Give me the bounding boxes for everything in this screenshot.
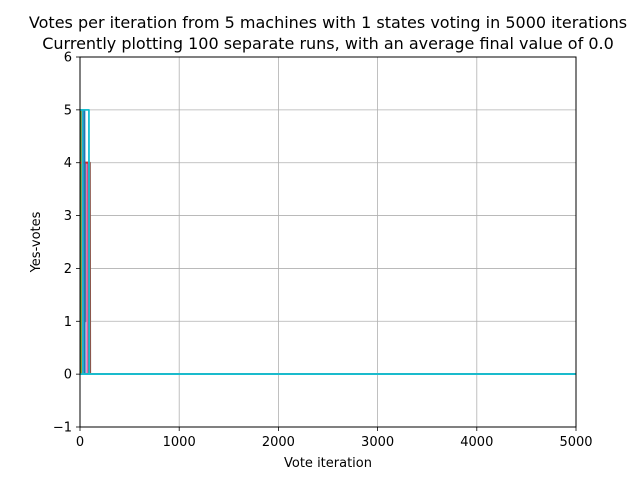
y-tick-label: 5 xyxy=(64,103,72,118)
chart-subtitle: Currently plotting 100 separate runs, wi… xyxy=(42,34,614,53)
x-tick-label: 2000 xyxy=(262,435,295,450)
y-tick-label: 1 xyxy=(64,315,72,330)
x-tick-label: 3000 xyxy=(361,435,394,450)
y-tick-label: 4 xyxy=(64,156,72,171)
y-tick-label: −1 xyxy=(53,421,72,436)
plot-area xyxy=(80,57,576,427)
series-group xyxy=(79,108,576,376)
y-axis-label: Yes-votes xyxy=(29,211,44,273)
x-axis-label: Vote iteration xyxy=(284,456,372,471)
x-tick-label: 4000 xyxy=(460,435,493,450)
y-tick-label: 0 xyxy=(64,368,72,383)
x-axis: 0 1000 2000 3000 4000 5000 xyxy=(76,427,593,450)
y-tick-label: 3 xyxy=(64,209,72,224)
plot-frame xyxy=(79,56,577,428)
y-tick-label: 2 xyxy=(64,262,72,277)
y-axis: −1 0 1 2 3 4 5 6 xyxy=(53,51,80,436)
x-tick-label: 5000 xyxy=(559,435,592,450)
chart-title: Votes per iteration from 5 machines with… xyxy=(29,13,627,32)
y-tick-label: 6 xyxy=(64,51,72,66)
x-tick-label: 0 xyxy=(76,435,84,450)
x-tick-label: 1000 xyxy=(163,435,196,450)
